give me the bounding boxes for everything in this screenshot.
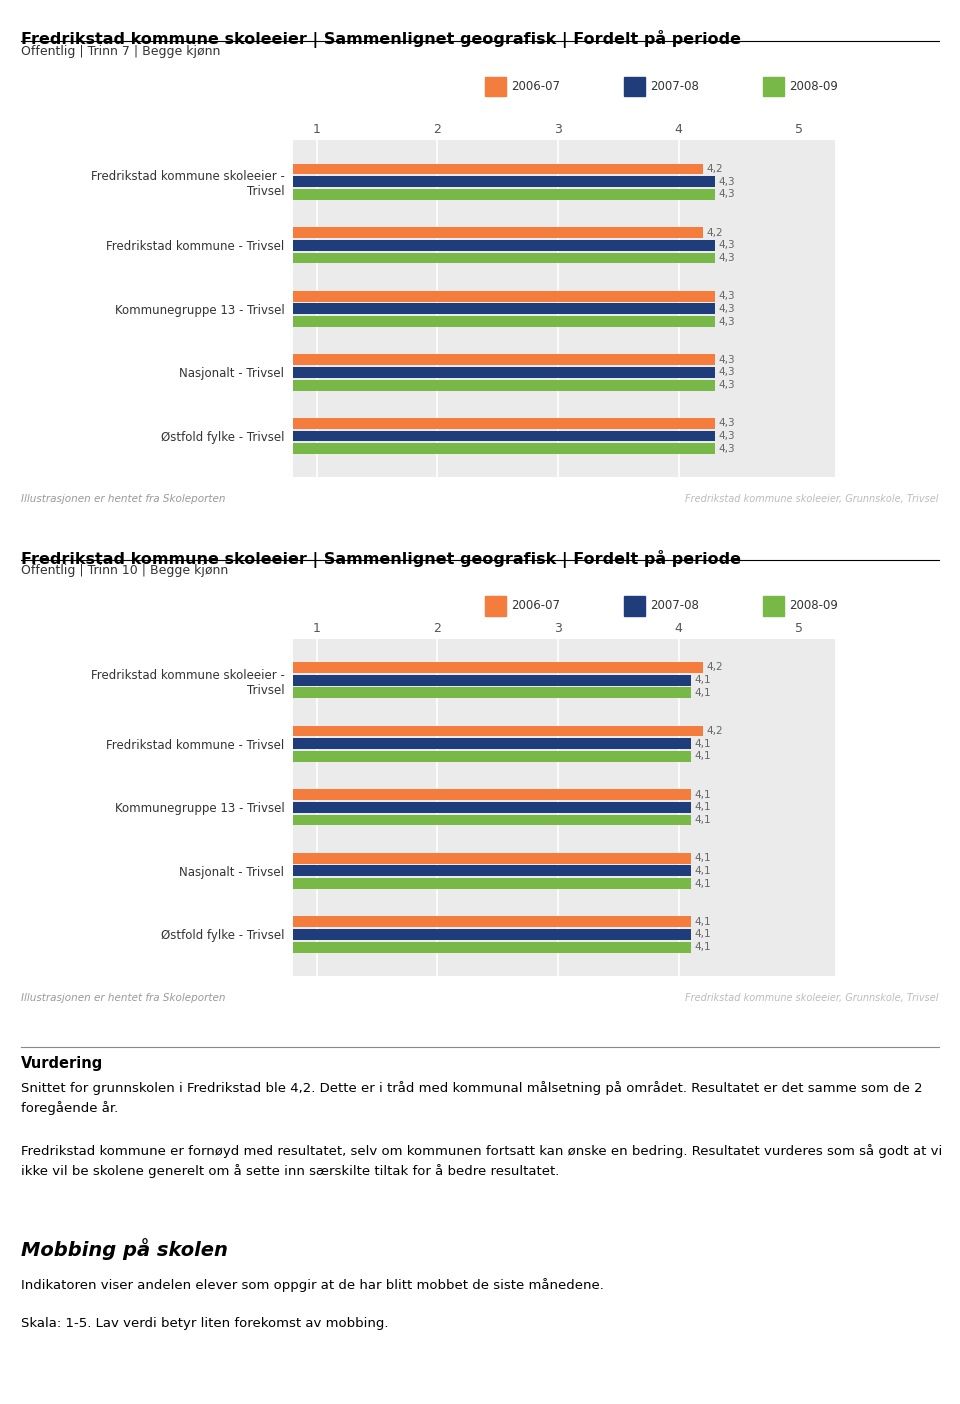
Bar: [293, 739, 690, 750]
Bar: [293, 878, 690, 889]
Text: 2007-08: 2007-08: [650, 80, 699, 93]
Text: Skala: 1-5. Lav verdi betyr liten forekomst av mobbing.: Skala: 1-5. Lav verdi betyr liten foreko…: [21, 1317, 389, 1330]
Bar: [293, 814, 690, 826]
Bar: [293, 379, 714, 390]
Text: 4,2: 4,2: [707, 726, 723, 736]
Bar: [293, 227, 703, 239]
Text: 4,3: 4,3: [718, 368, 735, 378]
Text: 4,2: 4,2: [707, 227, 723, 237]
Text: 4,3: 4,3: [718, 303, 735, 314]
Text: 4,1: 4,1: [694, 688, 710, 698]
Text: 4,3: 4,3: [718, 355, 735, 365]
Text: Illustrasjonen er hentet fra Skoleporten: Illustrasjonen er hentet fra Skoleporten: [21, 494, 226, 504]
Text: Vurdering: Vurdering: [21, 1056, 104, 1071]
Bar: [293, 253, 714, 264]
Bar: [293, 164, 703, 174]
Text: 4,3: 4,3: [718, 316, 735, 327]
Text: Illustrasjonen er hentet fra Skoleporten: Illustrasjonen er hentet fra Skoleporten: [21, 993, 226, 1002]
Text: 4,3: 4,3: [718, 240, 735, 250]
Bar: [293, 177, 714, 187]
Text: 4,1: 4,1: [694, 814, 710, 826]
Text: Fredrikstad kommune er fornøyd med resultatet, selv om kommunen fortsatt kan øns: Fredrikstad kommune er fornøyd med resul…: [21, 1144, 943, 1178]
Text: 4,3: 4,3: [718, 418, 735, 428]
Text: 4,1: 4,1: [694, 929, 710, 939]
Text: 4,2: 4,2: [707, 663, 723, 673]
Bar: [293, 240, 714, 251]
Text: Indikatoren viser andelen elever som oppgir at de har blitt mobbet de siste måne: Indikatoren viser andelen elever som opp…: [21, 1278, 604, 1292]
Text: Fredrikstad kommune skoleeier, Grunnskole, Trivsel: Fredrikstad kommune skoleeier, Grunnskol…: [685, 993, 939, 1002]
Text: Fredrikstad kommune skoleeier, Grunnskole, Trivsel: Fredrikstad kommune skoleeier, Grunnskol…: [685, 494, 939, 504]
Text: 2007-08: 2007-08: [650, 600, 699, 612]
Bar: [293, 688, 690, 698]
Bar: [293, 418, 714, 428]
Text: 4,3: 4,3: [718, 190, 735, 199]
Bar: [293, 291, 714, 302]
Bar: [293, 865, 690, 876]
Text: 4,1: 4,1: [694, 789, 710, 800]
Text: 4,3: 4,3: [718, 253, 735, 263]
Text: 4,3: 4,3: [718, 380, 735, 390]
Text: 4,1: 4,1: [694, 917, 710, 927]
Bar: [293, 789, 690, 800]
Text: Offentlig | Trinn 10 | Begge kjønn: Offentlig | Trinn 10 | Begge kjønn: [21, 564, 228, 577]
Text: Mobbing på skolen: Mobbing på skolen: [21, 1238, 228, 1261]
Text: 2006-07: 2006-07: [511, 80, 560, 93]
Bar: [293, 751, 690, 762]
Bar: [293, 316, 714, 327]
Bar: [293, 354, 714, 365]
Text: 4,3: 4,3: [718, 177, 735, 187]
Text: 4,3: 4,3: [718, 291, 735, 302]
Bar: [293, 366, 714, 378]
Text: 4,1: 4,1: [694, 675, 710, 685]
Text: 2008-09: 2008-09: [789, 600, 838, 612]
Text: 4,1: 4,1: [694, 942, 710, 952]
Bar: [293, 431, 714, 441]
Text: 4,3: 4,3: [718, 444, 735, 453]
Text: 2006-07: 2006-07: [511, 600, 560, 612]
Bar: [293, 802, 690, 813]
Text: Fredrikstad kommune skoleeier | Sammenlignet geografisk | Fordelt på periode: Fredrikstad kommune skoleeier | Sammenli…: [21, 29, 741, 48]
Bar: [293, 942, 690, 952]
Text: Fredrikstad kommune skoleeier | Sammenlignet geografisk | Fordelt på periode: Fredrikstad kommune skoleeier | Sammenli…: [21, 549, 741, 567]
Text: 2008-09: 2008-09: [789, 80, 838, 93]
Bar: [293, 929, 690, 939]
Text: 4,1: 4,1: [694, 802, 710, 813]
Text: Snittet for grunnskolen i Fredrikstad ble 4,2. Dette er i tråd med kommunal måls: Snittet for grunnskolen i Fredrikstad bl…: [21, 1081, 923, 1115]
Text: 4,1: 4,1: [694, 866, 710, 876]
Bar: [293, 675, 690, 685]
Bar: [293, 444, 714, 453]
Bar: [293, 726, 703, 737]
Text: 4,2: 4,2: [707, 164, 723, 174]
Bar: [293, 663, 703, 673]
Text: 4,1: 4,1: [694, 739, 710, 748]
Text: 4,1: 4,1: [694, 751, 710, 761]
Text: Offentlig | Trinn 7 | Begge kjønn: Offentlig | Trinn 7 | Begge kjønn: [21, 45, 221, 58]
Bar: [293, 190, 714, 199]
Bar: [293, 303, 714, 314]
Bar: [293, 852, 690, 863]
Text: 4,1: 4,1: [694, 879, 710, 889]
Text: 4,1: 4,1: [694, 854, 710, 863]
Bar: [293, 917, 690, 927]
Text: 4,3: 4,3: [718, 431, 735, 441]
